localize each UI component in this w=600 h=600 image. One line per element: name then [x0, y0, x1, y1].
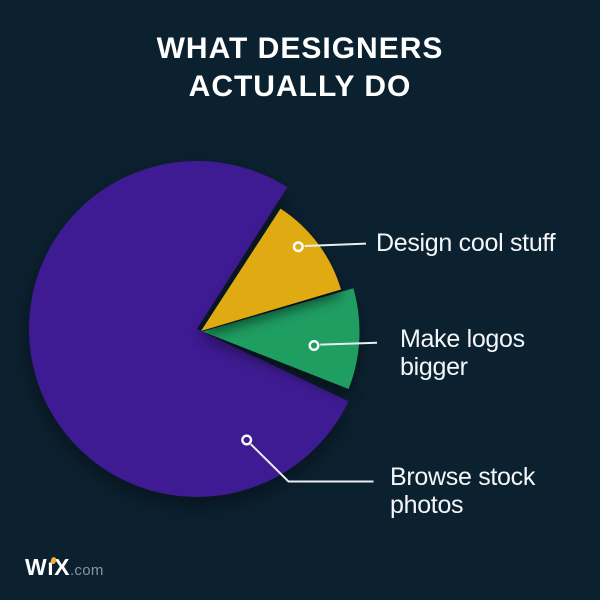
- callout-ring-make-logos-bigger: [308, 340, 320, 352]
- chart-title: WHAT DESIGNERS ACTUALLY DO: [0, 30, 600, 106]
- callout-label-line: Make logos: [400, 325, 525, 353]
- callout-label-line: photos: [390, 490, 464, 519]
- chart-title-line1: WHAT DESIGNERS: [156, 32, 444, 65]
- callout-ring-browse-stock-photos: [241, 434, 253, 446]
- callout-label-line: Design cool stuff: [376, 229, 556, 257]
- wix-letter-i: ı: [47, 554, 55, 580]
- callout-ring-design-cool-stuff: [292, 241, 304, 253]
- wix-com-suffix: .com: [69, 562, 104, 579]
- callout-line-design-cool-stuff: [304, 242, 367, 247]
- pie-slice-design-cool-stuff: [201, 208, 341, 331]
- pie-slice-make-logos-bigger: [202, 288, 360, 389]
- callout-line-make-logos-bigger: [320, 341, 378, 346]
- callout-label-line: Browse stock: [390, 463, 536, 491]
- wix-wordmark: WıX: [25, 554, 70, 580]
- callout-line-browse-stock-photos: [250, 443, 374, 483]
- chart-title-line2: ACTUALLY DO: [188, 70, 412, 103]
- callout-label-make-logos-bigger: Make logos bigger: [400, 325, 525, 381]
- wix-logo[interactable]: WıX.com: [25, 556, 104, 582]
- pie-slice-browse-stock-photos: [28, 160, 349, 497]
- callout-label-browse-stock-photos: Browse stock photos: [390, 463, 536, 519]
- wix-letter-w: W: [25, 554, 48, 580]
- callout-label-line: bigger: [400, 352, 468, 381]
- wix-letter-x: X: [54, 554, 70, 580]
- callout-label-design-cool-stuff: Design cool stuff: [376, 229, 556, 258]
